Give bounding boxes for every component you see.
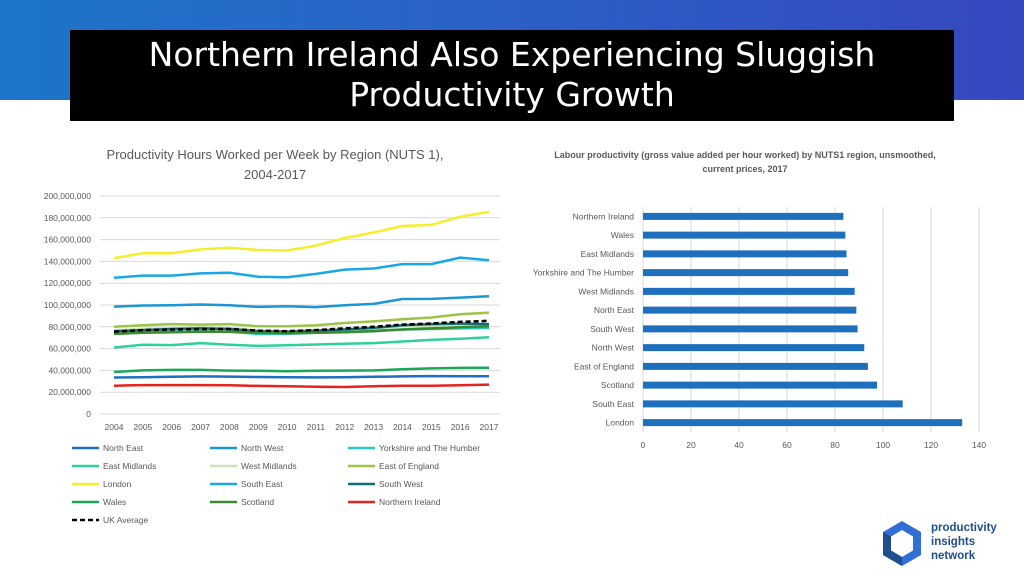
line-series-south-east: [113, 256, 490, 280]
legend-label: London: [103, 479, 132, 489]
bar-chart-x-tick-label: 80: [830, 440, 840, 450]
line-chart-title-line1: Productivity Hours Worked per Week by Re…: [106, 147, 444, 162]
bar: [643, 344, 865, 352]
line-series-uk-average: [113, 319, 490, 333]
line-chart-y-tick-label: 160,000,000: [44, 235, 92, 245]
line-chart-x-tick-label: 2007: [191, 422, 210, 432]
bar-chart-category-label: East Midlands: [581, 249, 634, 259]
bar-chart-title-line1: Labour productivity (gross value added p…: [554, 150, 936, 160]
legend-label: Wales: [103, 497, 126, 507]
bar: [643, 325, 858, 333]
legend-label: Yorkshire and The Humber: [379, 443, 480, 453]
bar: [643, 419, 963, 427]
bar-chart-category-label: South East: [592, 399, 634, 409]
line-chart-x-tick-label: 2008: [220, 422, 239, 432]
line-chart-y-tick-label: 120,000,000: [44, 278, 92, 288]
bar-chart-x-tick-label: 100: [876, 440, 890, 450]
bar: [643, 287, 855, 295]
line-series-london: [113, 210, 490, 260]
legend-label: North East: [103, 443, 144, 453]
line-series-north-east: [113, 374, 490, 379]
line-chart-y-tick-label: 40,000,000: [48, 365, 91, 375]
line-chart-title: Productivity Hours Worked per Week by Re…: [90, 145, 460, 185]
bar: [643, 231, 846, 239]
bar-chart-category-label: North West: [592, 343, 635, 353]
line-chart-x-tick-label: 2009: [249, 422, 268, 432]
bar-chart-category-label: East of England: [574, 361, 634, 371]
bar: [643, 381, 877, 389]
bar-chart-category-label: Wales: [611, 230, 634, 240]
line-chart-x-tick-label: 2016: [451, 422, 470, 432]
line-chart-y-tick-label: 200,000,000: [44, 191, 92, 201]
line-series-east-midlands: [113, 335, 490, 349]
line-series-scotland: [113, 325, 490, 336]
line-chart-x-tick-label: 2013: [364, 422, 383, 432]
bar-chart-category-label: North East: [594, 305, 635, 315]
logo-text: productivity insights network: [931, 521, 997, 563]
bar-chart-x-tick-label: 60: [782, 440, 792, 450]
legend-label: West Midlands: [241, 461, 297, 471]
slide-title: Northern Ireland Also Experiencing Slugg…: [70, 30, 954, 121]
bar-chart-x-tick-label: 120: [924, 440, 938, 450]
line-chart-x-tick-label: 2012: [335, 422, 354, 432]
bar-chart-x-tick-label: 140: [972, 440, 986, 450]
legend-label: North West: [241, 443, 284, 453]
bar-chart-title-line2: current prices, 2017: [702, 164, 788, 174]
bar-chart-x-tick-label: 0: [641, 440, 646, 450]
line-chart-x-tick-label: 2010: [278, 422, 297, 432]
bar: [643, 400, 903, 408]
legend-label: East of England: [379, 461, 439, 471]
line-series-east-of-england: [113, 311, 490, 329]
line-chart-y-tick-label: 100,000,000: [44, 300, 92, 310]
bar-chart-category-label: Scotland: [601, 380, 634, 390]
bar: [643, 269, 849, 277]
line-chart-x-tick-label: 2014: [393, 422, 412, 432]
legend-label: South East: [241, 479, 283, 489]
line-chart-title-line2: 2004-2017: [243, 167, 307, 182]
line-chart-x-tick-label: 2005: [133, 422, 152, 432]
line-chart-y-tick-label: 140,000,000: [44, 256, 92, 266]
bar-chart-category-label: West Midlands: [578, 286, 634, 296]
line-chart-y-tick-label: 80,000,000: [48, 322, 91, 332]
bar-chart-category-label: London: [606, 418, 635, 428]
bar-chart-category-label: Yorkshire and The Humber: [533, 268, 634, 278]
bar-chart-x-tick-label: 40: [734, 440, 744, 450]
legend-label: Scotland: [241, 497, 274, 507]
bar-chart-category-label: Northern Ireland: [573, 211, 635, 221]
bar: [643, 306, 857, 314]
legend-label: UK Average: [103, 515, 148, 525]
logo-line2: insights: [931, 536, 976, 548]
line-chart-x-tick-label: 2017: [480, 422, 499, 432]
line-chart-x-tick-label: 2011: [307, 422, 326, 432]
logo-line3: network: [931, 550, 976, 562]
line-chart-y-tick-label: 180,000,000: [44, 213, 92, 223]
line-series-north-west: [113, 295, 490, 309]
bar: [643, 362, 868, 370]
line-chart-y-tick-label: 20,000,000: [48, 387, 91, 397]
legend-label: Northern Ireland: [379, 497, 441, 507]
bar: [643, 250, 847, 258]
line-chart-y-tick-label: 0: [86, 409, 91, 419]
legend-label: South West: [379, 479, 423, 489]
line-chart-x-tick-label: 2006: [162, 422, 181, 432]
bar-chart-x-tick-label: 20: [686, 440, 696, 450]
bar-chart-category-label: South West: [590, 324, 634, 334]
slide-title-line1: Northern Ireland Also Experiencing Slugg…: [148, 35, 876, 74]
line-series-wales: [113, 366, 490, 374]
logo-line1: productivity: [931, 522, 997, 534]
line-chart-y-tick-label: 60,000,000: [48, 344, 91, 354]
bar: [643, 212, 844, 220]
bar-chart-title: Labour productivity (gross value added p…: [520, 148, 970, 176]
legend-label: East Midlands: [103, 461, 156, 471]
line-chart-x-tick-label: 2015: [422, 422, 441, 432]
slide-title-line2: Productivity Growth: [349, 75, 675, 114]
line-series-northern-ireland: [113, 383, 490, 389]
line-chart-x-tick-label: 2004: [105, 422, 124, 432]
